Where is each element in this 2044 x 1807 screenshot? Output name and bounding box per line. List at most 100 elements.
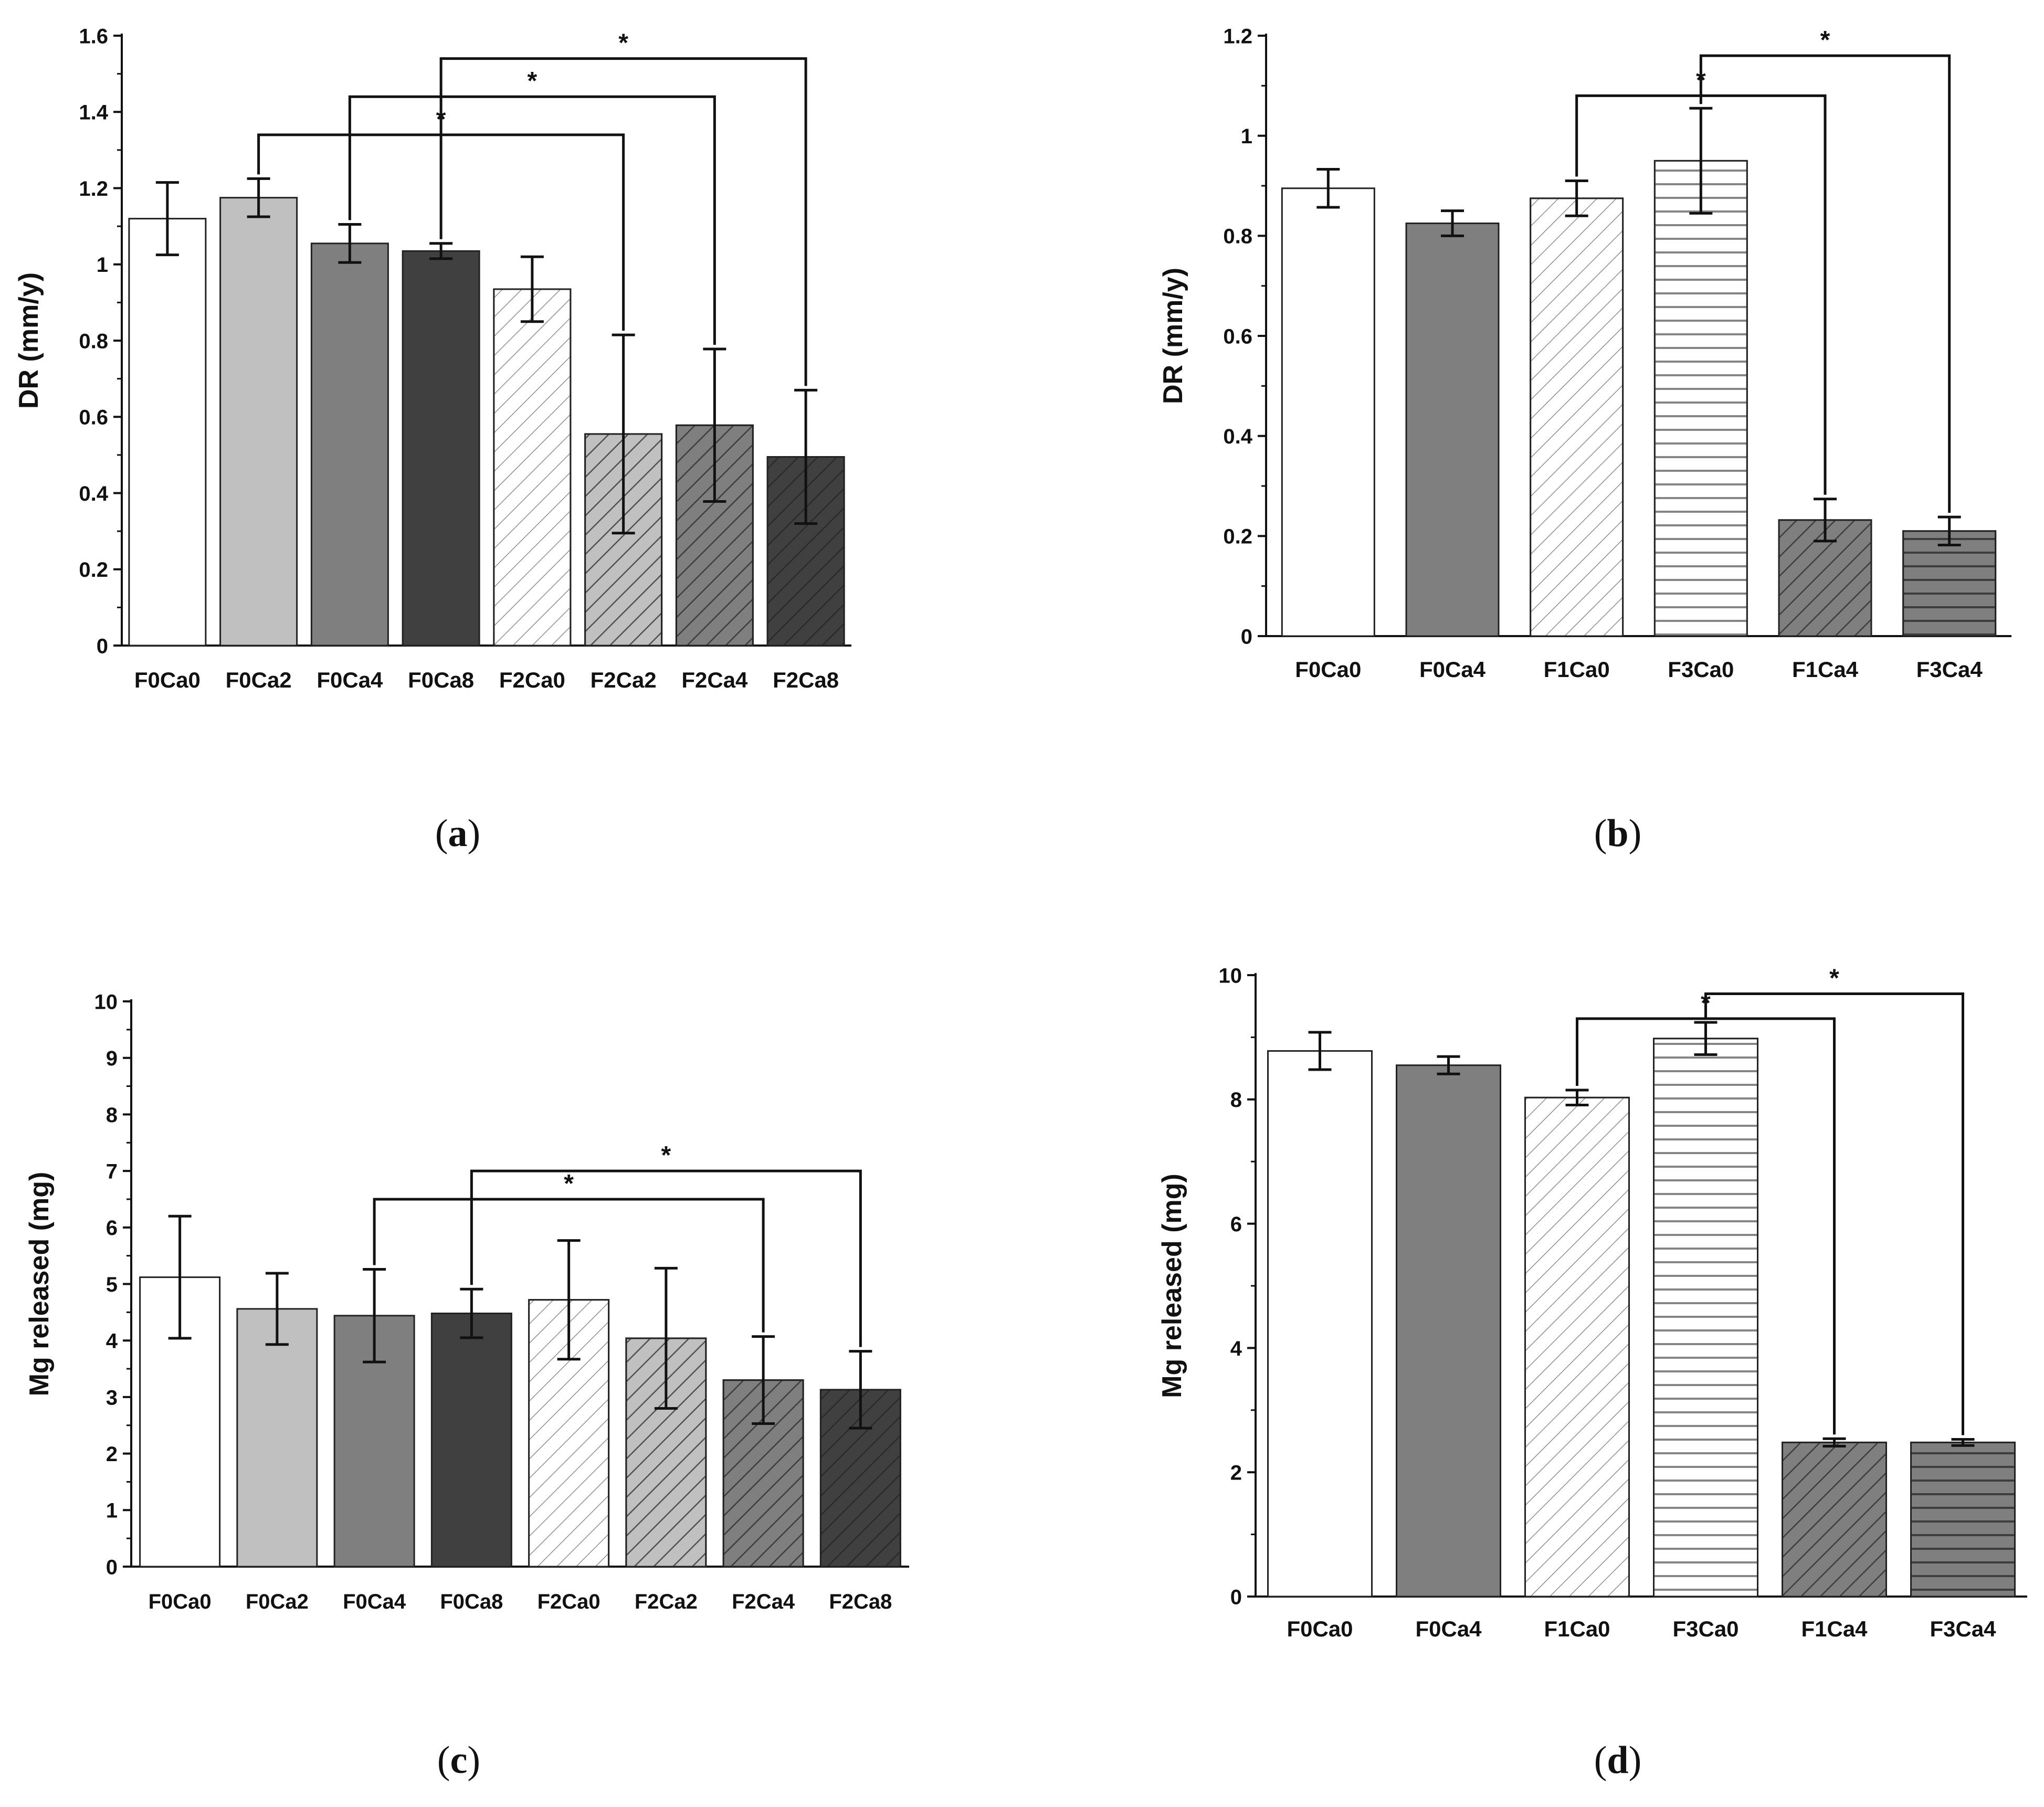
panel-caption: (a) (435, 812, 480, 855)
chart-panel-b: 0 0.2 0.4 0.6 0.8 1 1.2 DR (mm/y) F0Ca0 F0Ca4 F1Ca… (1158, 25, 2011, 855)
y-tick-label: 6 (106, 1217, 118, 1240)
y-tick-label: 8 (1230, 1089, 1242, 1112)
x-category-label: F2Ca4 (681, 668, 748, 692)
panel-caption: (d) (1594, 1739, 1641, 1782)
y-tick-label: 10 (1219, 964, 1242, 987)
y-tick-label: 10 (94, 990, 118, 1013)
bar-pattern-f1ca4 (1782, 1441, 1887, 1598)
x-category-label: F3Ca4 (1916, 657, 1983, 682)
y-tick-label: 1 (1241, 125, 1252, 148)
bar-pattern-f2ca0 (493, 288, 572, 647)
bar-f0ca8 (402, 250, 480, 647)
y-tick-label: 0.6 (1223, 325, 1252, 348)
y-tick-label: 1.6 (79, 25, 108, 48)
caption-open-paren: ( (1594, 1739, 1607, 1782)
y-tick-label: 0 (97, 635, 108, 658)
bar-f0ca4 (1405, 223, 1500, 637)
significance-bracket (470, 1169, 862, 1347)
x-category-label: F0Ca2 (246, 1590, 309, 1613)
y-tick-label: 0.4 (1223, 425, 1252, 448)
y-tick-label: 0 (106, 1556, 118, 1579)
significance-bracket (1699, 54, 1951, 513)
caption-open-paren: ( (1594, 812, 1607, 855)
caption-close-paren: ) (467, 1739, 480, 1782)
y-axis-title: Mg released (mg) (24, 1172, 55, 1397)
y-axis-title: Mg released (mg) (1157, 1174, 1187, 1398)
caption-open-paren: ( (435, 812, 448, 855)
bar-pattern-f1ca0 (1530, 197, 1624, 637)
x-category-label: F1Ca4 (1792, 657, 1859, 682)
x-category-label: F0Ca0 (1287, 1616, 1353, 1641)
x-category-label: F2Ca4 (732, 1590, 795, 1613)
bar-f0ca8 (430, 1313, 512, 1568)
y-tick-label: 0 (1230, 1586, 1242, 1609)
significance-star: * (1820, 26, 1830, 54)
bar-f0ca2 (236, 1308, 318, 1568)
bar-f0ca4 (310, 242, 389, 647)
significance-star: * (1829, 965, 1839, 992)
x-category-label: F2Ca8 (773, 668, 839, 692)
significance-bracket (1704, 992, 1964, 1435)
y-tick-label: 0.8 (1223, 225, 1252, 248)
x-category-label: F2Ca8 (829, 1590, 892, 1613)
y-tick-label: 5 (106, 1273, 118, 1296)
significance-star: * (528, 67, 538, 95)
y-tick-label: 4 (106, 1330, 118, 1353)
y-tick-label: 0.8 (79, 330, 108, 353)
y-tick-label: 0.2 (1223, 525, 1252, 548)
x-category-label: F2Ca0 (538, 1590, 600, 1613)
x-category-label: F0Ca8 (408, 668, 474, 692)
caption-letter: a (448, 812, 468, 855)
significance-bracket (439, 57, 807, 386)
x-category-label: F0Ca0 (134, 668, 201, 692)
chart-panel-a: 0 0.2 0.4 0.6 0.8 1 1.2 1.4 1.6 DR (mm/y) F0Ca0 F0C… (14, 25, 851, 855)
x-category-label: F3Ca0 (1672, 1616, 1739, 1641)
y-tick-label: 3 (106, 1386, 118, 1409)
y-tick-label: 2 (1230, 1462, 1242, 1485)
x-category-label: F0Ca4 (343, 1590, 406, 1613)
y-tick-label: 8 (106, 1104, 118, 1127)
caption-close-paren: ) (468, 812, 481, 855)
x-category-label: F0Ca4 (1419, 657, 1486, 682)
y-tick-label: 1.2 (79, 177, 108, 200)
panel-caption: (c) (437, 1739, 480, 1782)
caption-letter: b (1607, 812, 1628, 855)
chart-panel-c: 0 1 2 3 4 5 6 7 8 9 10 Mg released (mg) F0Ca0 F0Ca2 F0… (24, 990, 909, 1782)
y-tick-label: 0 (1241, 625, 1252, 648)
y-tick-label: 6 (1230, 1213, 1242, 1236)
x-category-label: F2Ca2 (635, 1590, 698, 1613)
x-category-label: F0Ca8 (440, 1590, 503, 1613)
bar-f0ca2 (219, 197, 298, 647)
significance-star: * (661, 1142, 671, 1169)
x-category-label: F0Ca0 (149, 1590, 212, 1613)
x-category-label: F0Ca0 (1295, 657, 1361, 682)
significance-bracket (373, 1198, 765, 1333)
x-category-label: F2Ca0 (499, 668, 565, 692)
bar-f0ca0 (1267, 1050, 1373, 1598)
y-tick-label: 7 (106, 1160, 118, 1183)
y-tick-label: 0.4 (79, 482, 108, 505)
bar-pattern-f3ca0 (1653, 1038, 1758, 1598)
y-axis-title: DR (mm/y) (14, 272, 44, 409)
y-axis-title: DR (mm/y) (1158, 268, 1188, 404)
significance-star: * (618, 29, 628, 57)
x-category-label: F1Ca0 (1544, 657, 1610, 682)
x-category-label: F1Ca0 (1544, 1616, 1610, 1641)
y-tick-label: 1 (106, 1499, 118, 1523)
y-tick-label: 2 (106, 1443, 118, 1466)
bar-pattern-f3ca0 (1653, 160, 1748, 637)
x-category-label: F0Ca4 (1415, 1616, 1482, 1641)
x-category-label: F2Ca2 (591, 668, 657, 692)
x-category-label: F3Ca0 (1668, 657, 1734, 682)
y-tick-label: 4 (1230, 1337, 1242, 1360)
caption-letter: d (1607, 1739, 1628, 1782)
panel-caption: (b) (1594, 812, 1641, 855)
x-category-label: F0Ca2 (226, 668, 292, 692)
significance-bracket (1576, 1017, 1836, 1435)
bar-pattern-f3ca4 (1910, 1441, 2016, 1598)
y-tick-label: 0.2 (79, 558, 108, 582)
caption-close-paren: ) (1629, 1739, 1642, 1782)
significance-bracket (348, 95, 716, 345)
bar-pattern-f1ca0 (1524, 1096, 1630, 1598)
